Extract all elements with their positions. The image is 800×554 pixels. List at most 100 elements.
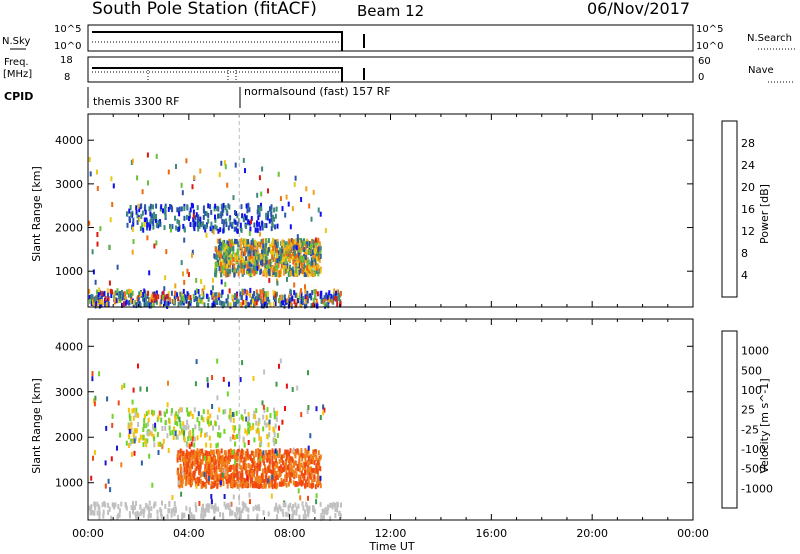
data-cell (249, 499, 251, 505)
data-cell (153, 442, 156, 448)
data-cell (146, 386, 148, 392)
data-cell (257, 205, 260, 210)
data-cell (285, 477, 288, 482)
data-cell (313, 460, 316, 466)
data-cell (237, 248, 240, 254)
data-cell (265, 272, 268, 278)
data-cell (160, 514, 163, 519)
data-cell (267, 210, 270, 216)
data-cell (317, 477, 319, 483)
data-cell (142, 292, 144, 297)
data-cell (242, 257, 245, 263)
data-cell (180, 260, 183, 266)
data-cell (130, 292, 132, 298)
data-cell (178, 416, 181, 422)
data-cell (229, 240, 231, 246)
data-cell (271, 254, 274, 260)
data-cell (265, 473, 268, 479)
data-cell (287, 504, 290, 510)
data-cell (266, 215, 269, 221)
data-cell (101, 300, 104, 306)
data-cell (235, 239, 238, 244)
data-cell (329, 502, 332, 508)
data-cell (283, 303, 286, 309)
data-cell (158, 221, 161, 227)
data-cell (273, 414, 276, 420)
data-cell (320, 290, 323, 296)
data-cell (221, 303, 224, 309)
data-cell (296, 238, 299, 244)
data-cell (200, 279, 203, 284)
data-cell (308, 203, 311, 209)
data-cell (132, 438, 135, 444)
data-cell (257, 421, 260, 427)
power-data-cells (88, 152, 342, 309)
data-cell (278, 504, 281, 510)
data-cell (284, 406, 286, 411)
data-cell (216, 358, 219, 364)
data-cell (314, 452, 316, 458)
data-cell (164, 209, 167, 215)
data-cell (207, 451, 209, 457)
data-cell (211, 474, 214, 480)
data-cell (327, 297, 330, 303)
data-cell (208, 421, 211, 427)
data-cell (290, 302, 293, 308)
data-cell (209, 443, 212, 448)
data-cell (255, 259, 258, 265)
data-cell (251, 238, 254, 244)
data-cell (144, 290, 147, 296)
data-cell (244, 250, 247, 256)
data-cell (184, 474, 186, 480)
data-cell (316, 246, 319, 252)
data-cell (315, 240, 318, 246)
data-cell (175, 434, 178, 440)
data-cell (254, 465, 256, 471)
data-cell (227, 225, 230, 231)
sky-noise-panel: N.Sky 10^5 10^0 10^5 10^0 N.Search (2, 24, 795, 52)
data-cell (218, 256, 221, 262)
data-cell (255, 263, 258, 269)
data-cell (181, 407, 184, 413)
data-cell (248, 302, 251, 308)
data-cell (169, 223, 171, 229)
data-cell (253, 256, 255, 261)
data-cell (200, 513, 203, 519)
data-cell (300, 412, 303, 418)
data-cell (217, 228, 220, 234)
data-cell (228, 459, 230, 465)
data-cell (236, 433, 239, 439)
data-cell (268, 482, 270, 487)
data-cell (226, 460, 229, 466)
data-cell (132, 432, 135, 438)
data-cell (278, 472, 281, 478)
data-cell (111, 422, 114, 428)
data-cell (229, 261, 232, 267)
data-cell (270, 208, 273, 214)
data-cell (242, 299, 245, 305)
data-cell (124, 296, 127, 302)
data-cell (310, 303, 313, 309)
data-cell (249, 251, 252, 257)
data-cell (315, 499, 318, 505)
data-cell (103, 290, 106, 296)
data-cell (301, 242, 304, 248)
data-cell (196, 417, 199, 423)
data-cell (285, 258, 288, 264)
data-cell (235, 252, 238, 257)
data-cell (220, 465, 223, 471)
data-cell (245, 481, 248, 487)
data-cell (244, 462, 247, 468)
data-cell (157, 441, 160, 447)
data-cell (256, 505, 258, 511)
data-cell (140, 460, 143, 466)
data-cell (132, 302, 135, 308)
data-cell (227, 259, 230, 265)
data-cell (260, 440, 263, 446)
data-cell (340, 502, 342, 508)
data-cell (229, 417, 232, 423)
data-cell (247, 421, 250, 427)
data-cell (107, 510, 110, 515)
data-cell (278, 481, 281, 487)
data-cell (229, 268, 232, 274)
